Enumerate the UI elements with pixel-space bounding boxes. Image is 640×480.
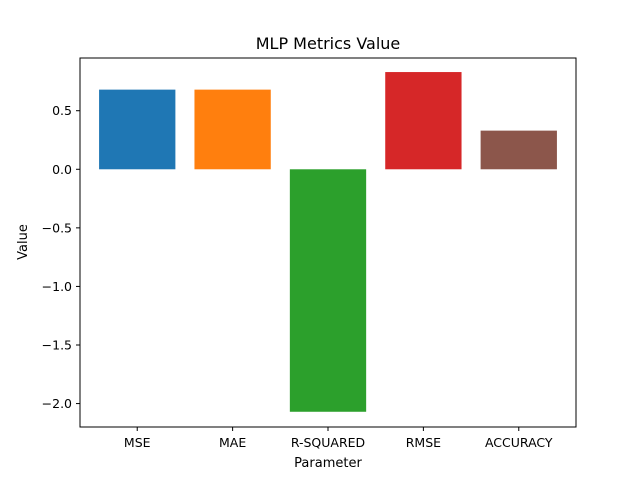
y-tick-label: −1.0 [42,279,72,294]
x-tick-label: ACCURACY [485,435,553,450]
y-tick-label: 0.5 [52,103,72,118]
bars-group [99,72,557,412]
x-axis-ticks: MSE MAE R-SQUARED RMSE ACCURACY [124,427,553,450]
bar-mae [194,89,271,170]
bar-r-squared [289,169,367,412]
bar-rmse [385,72,462,170]
x-tick-label: MAE [219,435,246,450]
plot-frame [79,57,577,428]
x-tick-label: R-SQUARED [291,435,365,450]
y-axis-ticks: 0.5 0.0 −0.5 −1.0 −1.5 −2.0 [42,103,80,411]
bar-mse [99,89,176,170]
x-axis-label: Parameter [294,456,362,471]
y-tick-label: −1.5 [42,338,72,353]
x-tick-label: MSE [124,435,151,450]
chart-title: MLP Metrics Value [256,34,401,53]
y-tick-label: 0.0 [52,162,72,177]
y-tick-label: −0.5 [42,220,72,235]
y-tick-label: −2.0 [42,396,72,411]
bar-accuracy [480,130,557,170]
x-tick-label: RMSE [406,435,441,450]
y-axis-label: Value [16,224,31,260]
